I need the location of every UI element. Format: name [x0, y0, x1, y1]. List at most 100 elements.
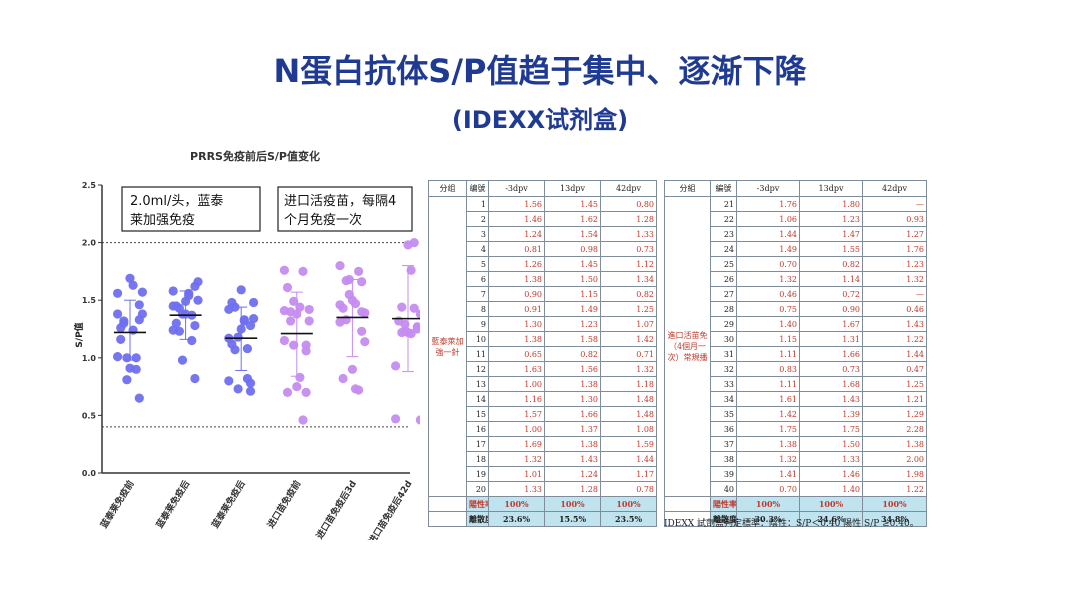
sample-id-cell: 20	[466, 481, 489, 497]
data-point	[347, 295, 357, 305]
sp-value-cell: 1.75	[736, 421, 800, 437]
data-point	[174, 303, 184, 313]
data-point	[245, 378, 256, 388]
sample-id-cell: 38	[710, 451, 737, 467]
data-point	[282, 387, 293, 397]
data-point	[304, 304, 314, 315]
data-point	[341, 315, 351, 325]
sp-value-cell: 1.38	[488, 271, 545, 287]
sample-id-cell: 30	[710, 331, 737, 347]
sp-value-cell: 1.31	[799, 331, 863, 347]
sp-value-cell: 1.38	[862, 436, 927, 452]
sp-value-cell: 0.82	[544, 346, 601, 362]
sp-value-cell: 1.34	[600, 271, 657, 287]
sp-value-cell: 1.43	[862, 316, 927, 332]
sample-id-cell: 23	[710, 226, 737, 242]
sp-value-cell: 1.40	[736, 316, 800, 332]
sp-value-cell: 1.32	[736, 271, 800, 287]
sp-value-cell: 1.59	[600, 436, 657, 452]
data-point	[391, 414, 401, 424]
sample-id-cell: 18	[466, 451, 489, 467]
sp-value-cell: 1.15	[736, 331, 800, 347]
sp-value-cell: 1.66	[544, 406, 601, 422]
sp-value-cell: 1.69	[488, 436, 545, 452]
sp-value-cell: 0.72	[799, 286, 863, 302]
sp-value-cell: 1.38	[736, 436, 800, 452]
sp-value-cell: 1.40	[799, 481, 863, 497]
sp-value-cell: 0.71	[600, 346, 657, 362]
sample-id-cell: 33	[710, 376, 737, 392]
sample-id-cell: 5	[466, 256, 489, 272]
sp-value-cell: 0.46	[862, 301, 927, 317]
sp-value-cell: 1.55	[799, 241, 863, 257]
sp-value-cell: 1.50	[544, 271, 601, 287]
sp-value-cell: 1.48	[600, 391, 657, 407]
sample-id-cell: 4	[466, 241, 489, 257]
data-point	[177, 355, 188, 365]
sp-value-cell: 1.26	[488, 256, 545, 272]
data-point	[409, 303, 419, 313]
sp-value-cell: 1.25	[600, 301, 657, 317]
table-row: 6 1.38 1.50 1.34	[429, 271, 657, 287]
sp-value-cell: 1.41	[736, 466, 800, 482]
sp-value-cell: 1.56	[544, 361, 601, 377]
data-point	[224, 376, 234, 386]
table-header-cell: 编號	[466, 180, 489, 197]
sample-id-cell: 35	[710, 406, 737, 422]
data-point	[354, 266, 364, 276]
sp-value-cell: 1.49	[544, 301, 601, 317]
data-point	[289, 296, 299, 306]
data-point	[134, 300, 144, 310]
y-tick-label: 2.5	[82, 181, 97, 190]
sp-value-cell: 1.44	[600, 451, 657, 467]
sp-value-cell: 1.44	[862, 346, 927, 362]
data-point	[282, 282, 293, 293]
sp-value-cell: 0.73	[600, 241, 657, 257]
data-point	[113, 288, 123, 298]
sample-id-cell: 28	[710, 301, 737, 317]
sp-value-cell: 1.56	[488, 196, 545, 212]
sp-value-cell: 1.48	[600, 406, 657, 422]
sp-value-cell: 1.15	[544, 286, 601, 302]
data-point	[128, 325, 138, 335]
table-row: 11 0.65 0.82 0.71	[429, 346, 657, 362]
summary-label-cell: 陽性率	[710, 496, 737, 512]
data-point	[298, 415, 308, 425]
sp-table-imported: 分組 編號 -3dpv 13dpv 42dpv 進口活苗免（4個月一次）常規播 21 1.7…	[664, 180, 927, 527]
sample-id-cell: 39	[710, 466, 737, 482]
data-point	[397, 302, 407, 312]
summary-value-cell: 23.5%	[600, 511, 657, 527]
sp-value-cell: 0.90	[488, 286, 545, 302]
sp-value-cell: 1.14	[799, 271, 863, 287]
sp-value-cell: 1.38	[544, 376, 601, 392]
sample-id-cell: 29	[710, 316, 737, 332]
sp-value-cell: 1.45	[544, 256, 601, 272]
annotation-box-1: 2.0ml/头，蓝泰莱加强免疫	[121, 186, 261, 232]
data-point	[125, 363, 135, 373]
x-category-label: 进口苗免疫前	[265, 478, 304, 530]
sp-value-cell: 1.30	[488, 316, 545, 332]
sp-value-cell: 0.75	[736, 301, 800, 317]
sp-value-cell: 1.30	[544, 391, 601, 407]
sp-value-cell: 1.24	[544, 466, 601, 482]
sp-value-cell: 1.37	[544, 421, 601, 437]
sp-value-cell: 1.22	[862, 331, 927, 347]
data-point	[168, 286, 178, 296]
data-point	[249, 297, 259, 308]
data-point	[279, 265, 289, 275]
sp-value-cell: 1.25	[862, 376, 927, 392]
sp-value-cell: 1.39	[799, 406, 863, 422]
sp-value-cell: 1.11	[736, 346, 800, 362]
sp-value-cell: 1.47	[799, 226, 863, 242]
sp-value-cell: 1.32	[600, 361, 657, 377]
sp-value-cell: 0.80	[600, 196, 657, 212]
sp-value-cell: 0.70	[736, 256, 800, 272]
sample-id-cell: 9	[466, 316, 489, 332]
data-point	[357, 326, 367, 336]
table-row: 25 0.70 0.82 1.23	[665, 256, 927, 272]
sample-id-cell: 12	[466, 361, 489, 377]
table-header-cell: -3dpv	[736, 180, 800, 197]
sp-value-cell: 1.21	[862, 391, 927, 407]
sp-value-cell: 1.22	[862, 481, 927, 497]
summary-value-cell: 100%	[488, 496, 545, 512]
